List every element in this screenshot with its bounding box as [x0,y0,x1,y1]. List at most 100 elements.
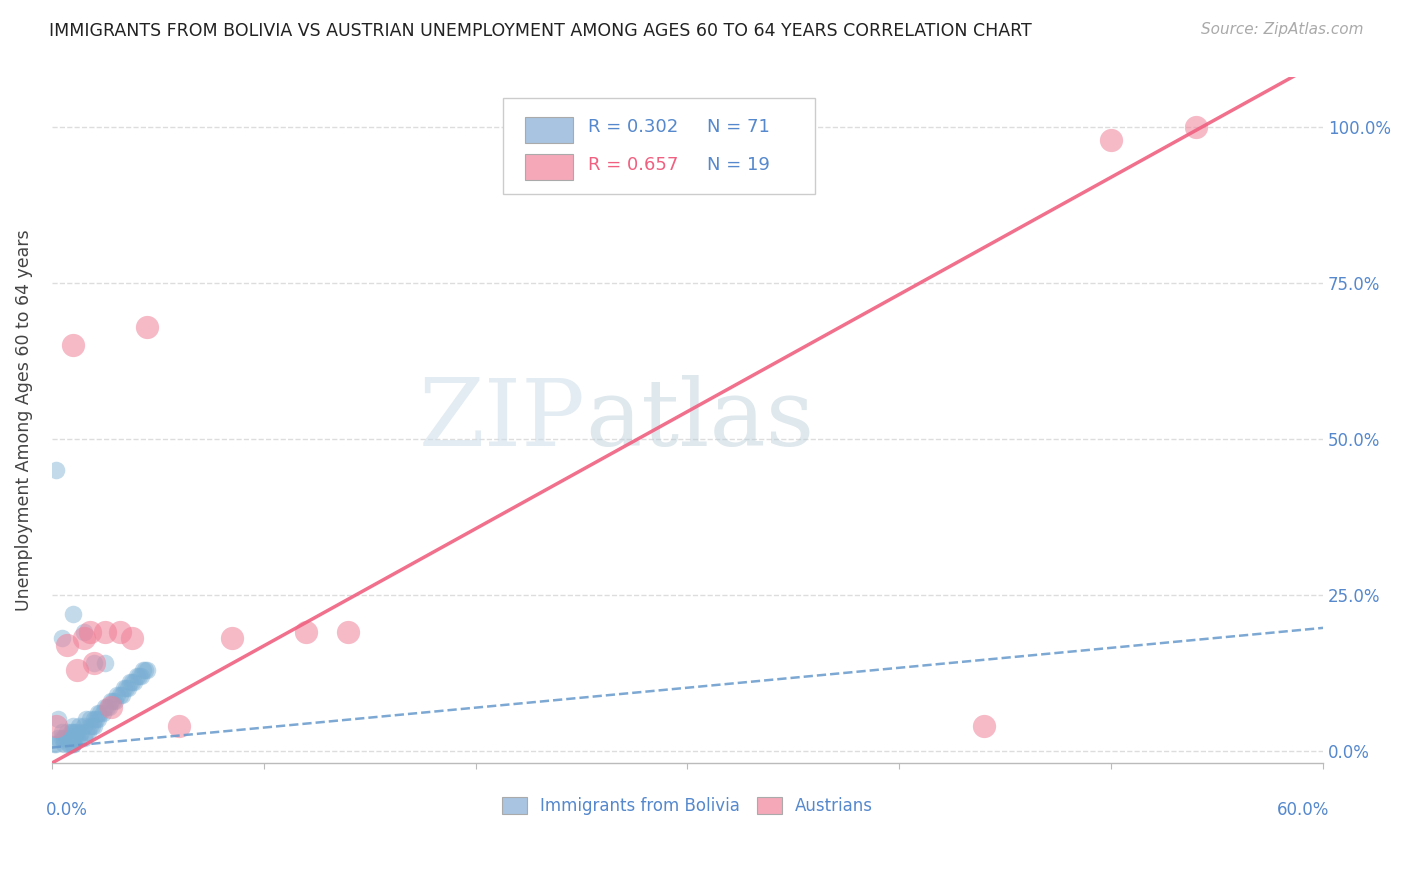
Point [128,669,150,683]
Text: N = 71: N = 71 [707,119,769,136]
Point [66,725,89,739]
Point [72,632,94,646]
Point [42,738,65,752]
Point [337,625,360,640]
Point [973,719,995,733]
Point [66,663,89,677]
Point [96,700,118,714]
Point [136,319,159,334]
Point [75,725,97,739]
Point [83,719,105,733]
Point [93,700,115,714]
Point [67,731,90,746]
Point [108,688,131,702]
Point [75,713,97,727]
Point [62,731,84,746]
Text: R = 0.657: R = 0.657 [588,156,679,174]
Point [62,338,84,352]
Point [100,694,122,708]
Point [121,632,143,646]
Point [46,731,69,746]
Point [83,713,105,727]
Point [121,675,143,690]
Point [58,738,80,752]
Point [70,725,93,739]
Text: 0.0%: 0.0% [45,801,87,819]
Point [117,681,139,696]
Point [58,731,80,746]
Point [125,669,148,683]
Point [53,738,76,752]
Point [51,632,73,646]
Point [100,700,122,714]
Text: ZIP: ZIP [419,376,586,466]
Point [83,657,105,671]
Point [221,632,243,646]
Text: N = 19: N = 19 [707,156,769,174]
Point [84,713,107,727]
Point [1099,133,1122,147]
Point [104,694,127,708]
Text: R = 0.302: R = 0.302 [588,119,679,136]
Point [45,738,67,752]
Point [67,719,90,733]
Point [46,713,69,727]
Text: atlas: atlas [586,376,815,466]
Point [132,663,155,677]
Point [62,731,84,746]
Point [58,738,80,752]
Point [66,731,89,746]
Point [103,694,125,708]
Bar [524,117,574,143]
Point [63,731,86,746]
Point [97,700,120,714]
Point [295,625,318,640]
Point [51,731,73,746]
Text: Source: ZipAtlas.com: Source: ZipAtlas.com [1201,22,1364,37]
Point [59,738,82,752]
Point [76,725,98,739]
Point [89,706,111,721]
Y-axis label: Unemployment Among Ages 60 to 64 years: Unemployment Among Ages 60 to 64 years [15,229,32,611]
Point [112,681,135,696]
Point [91,706,114,721]
Point [72,625,94,640]
Legend: Immigrants from Bolivia, Austrians: Immigrants from Bolivia, Austrians [494,789,882,823]
Point [59,725,82,739]
Point [72,719,94,733]
Point [93,625,115,640]
Text: IMMIGRANTS FROM BOLIVIA VS AUSTRIAN UNEMPLOYMENT AMONG AGES 60 TO 64 YEARS CORRE: IMMIGRANTS FROM BOLIVIA VS AUSTRIAN UNEM… [49,22,1032,40]
Point [55,731,77,746]
Point [83,657,105,671]
Point [124,675,146,690]
Point [55,638,77,652]
Point [62,719,84,733]
Point [62,607,84,621]
Point [55,725,77,739]
Point [120,675,142,690]
Point [59,731,82,746]
Point [107,688,129,702]
Point [79,719,101,733]
Point [53,731,76,746]
Point [63,725,86,739]
Point [45,463,67,477]
Point [115,681,138,696]
Point [134,663,156,677]
Point [87,706,110,721]
Point [108,625,131,640]
Point [80,719,103,733]
Point [79,625,101,640]
Point [129,669,152,683]
Text: 60.0%: 60.0% [1277,801,1330,819]
Point [79,713,101,727]
Bar [524,154,574,180]
Point [111,688,134,702]
Point [72,731,94,746]
Point [62,725,84,739]
Point [167,719,190,733]
Point [62,738,84,752]
Point [87,713,110,727]
Point [136,663,159,677]
FancyBboxPatch shape [503,98,814,194]
